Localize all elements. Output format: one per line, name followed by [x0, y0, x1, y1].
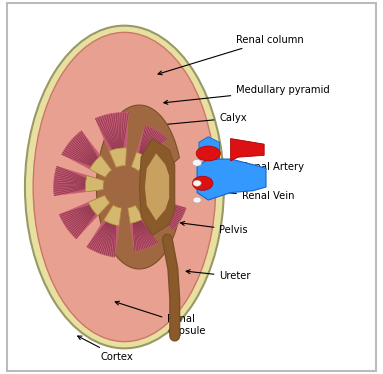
- Ellipse shape: [196, 146, 220, 161]
- Wedge shape: [90, 156, 112, 177]
- Wedge shape: [109, 148, 126, 168]
- Wedge shape: [104, 205, 121, 226]
- Ellipse shape: [25, 26, 224, 348]
- Polygon shape: [145, 153, 169, 221]
- Ellipse shape: [193, 180, 201, 186]
- Polygon shape: [197, 159, 266, 200]
- Wedge shape: [141, 194, 159, 211]
- Text: Renal
capsule: Renal capsule: [115, 301, 206, 336]
- Wedge shape: [88, 195, 110, 216]
- Text: Calyx: Calyx: [158, 113, 247, 127]
- Text: Cortex: Cortex: [78, 336, 133, 362]
- Wedge shape: [143, 195, 186, 230]
- Text: Ureter: Ureter: [186, 270, 251, 281]
- Wedge shape: [131, 152, 149, 171]
- Ellipse shape: [193, 197, 201, 203]
- Wedge shape: [132, 125, 167, 169]
- Polygon shape: [231, 138, 264, 161]
- Text: Pelvis: Pelvis: [180, 221, 248, 235]
- Wedge shape: [85, 175, 104, 192]
- Wedge shape: [95, 113, 128, 165]
- Wedge shape: [59, 196, 108, 239]
- Polygon shape: [139, 138, 175, 236]
- Text: Medullary pyramid: Medullary pyramid: [164, 85, 330, 104]
- Text: Renal column: Renal column: [158, 35, 304, 75]
- Text: Renal Vein: Renal Vein: [209, 190, 294, 201]
- Text: Renal Artery: Renal Artery: [209, 160, 304, 172]
- Wedge shape: [128, 208, 158, 251]
- Wedge shape: [87, 208, 121, 257]
- Ellipse shape: [33, 33, 216, 341]
- Polygon shape: [97, 105, 179, 269]
- Polygon shape: [199, 137, 219, 159]
- Wedge shape: [62, 131, 110, 176]
- Wedge shape: [54, 166, 101, 196]
- Ellipse shape: [192, 159, 202, 166]
- Ellipse shape: [192, 176, 213, 190]
- Wedge shape: [128, 205, 143, 223]
